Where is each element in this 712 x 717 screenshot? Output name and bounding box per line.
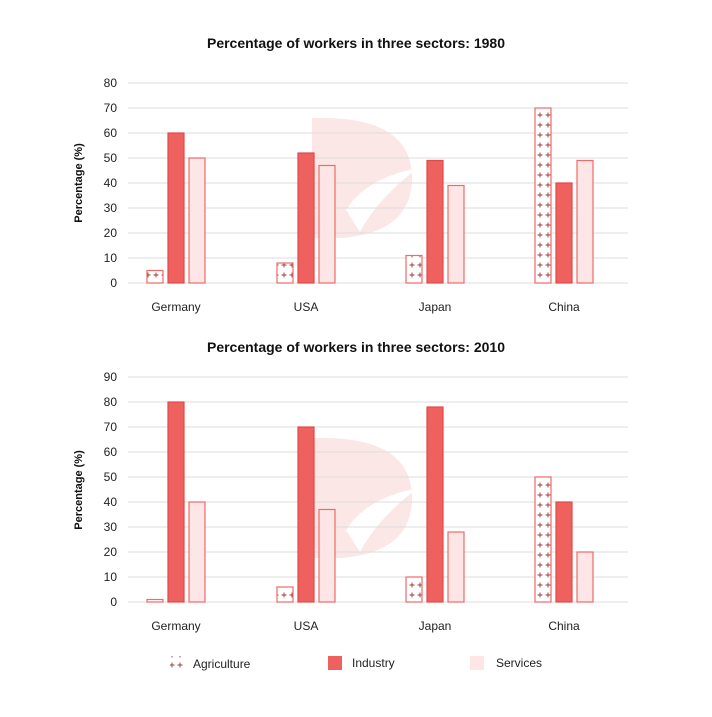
- bar-industry-china: [555, 501, 573, 603]
- chart-title-1980: Percentage of workers in three sectors: …: [207, 35, 505, 51]
- y-tick-label: 50: [104, 151, 118, 165]
- y-tick-label: 70: [104, 101, 118, 115]
- chart-title-2010: Percentage of workers in three sectors: …: [207, 339, 505, 355]
- y-tick-label: 0: [110, 595, 117, 609]
- watermark-logo-bottom: [312, 438, 418, 558]
- bar-services-japan: [447, 184, 465, 284]
- legend-swatch-agriculture: [170, 656, 184, 670]
- y-tick-label: 20: [104, 226, 118, 240]
- y-tick-label: 30: [104, 520, 118, 534]
- panel-2010: 0 10 20 30 40 50 60 70 80 90 Germany USA Japan China: [104, 370, 628, 633]
- bar-services-china: [576, 159, 594, 284]
- bar-agriculture-usa: [276, 586, 294, 603]
- y-tick-label: 10: [104, 570, 118, 584]
- bar-services-usa: [318, 508, 336, 603]
- bar-agriculture-germany: [146, 269, 164, 284]
- y-tick-label: 80: [104, 395, 118, 409]
- y-tick-label: 30: [104, 201, 118, 215]
- bar-agriculture-usa: [276, 262, 294, 284]
- panel-1980: 0 10 20 30 40 50 60 70 80 Germany USA Japan China: [104, 76, 628, 314]
- x-tick-label-germany: Germany: [151, 619, 200, 633]
- bar-industry-usa: [297, 426, 315, 603]
- bar-agriculture-japan: [405, 576, 423, 603]
- legend-swatch-services: [470, 656, 484, 670]
- y-tick-label: 50: [104, 470, 118, 484]
- legend-swatch-industry: [328, 656, 342, 670]
- y-tick-label: 10: [104, 251, 118, 265]
- bar-services-china: [576, 551, 594, 603]
- y-tick-label: 0: [110, 276, 117, 290]
- bar-services-germany: [188, 157, 206, 284]
- y-tick-label: 40: [104, 176, 118, 190]
- legend-label-industry: Industry: [352, 656, 395, 670]
- bar-agriculture-china: [534, 107, 552, 284]
- y-tick-label: 40: [104, 495, 118, 509]
- bar-agriculture-japan: [405, 254, 423, 284]
- bar-industry-japan: [426, 406, 444, 603]
- x-tick-label-japan: Japan: [419, 300, 452, 314]
- bar-industry-germany: [167, 132, 185, 284]
- y-tick-label: 80: [104, 76, 118, 90]
- x-tick-label-usa: USA: [294, 619, 319, 633]
- legend: Agriculture Industry Services: [170, 656, 542, 671]
- x-tick-label-germany: Germany: [151, 300, 200, 314]
- bar-agriculture-germany: [146, 598, 164, 603]
- bar-industry-japan: [426, 159, 444, 284]
- y-axis-label-2010: Percentage (%): [73, 450, 85, 530]
- bar-industry-china: [555, 182, 573, 284]
- y-tick-label: 70: [104, 420, 118, 434]
- y-axis-label-1980: Percentage (%): [73, 143, 85, 223]
- x-tick-label-china: China: [548, 300, 580, 314]
- bar-services-germany: [188, 501, 206, 603]
- y-tick-label: 20: [104, 545, 118, 559]
- bar-industry-germany: [167, 401, 185, 603]
- bar-industry-usa: [297, 152, 315, 284]
- y-tick-label: 90: [104, 370, 118, 384]
- bar-agriculture-china: [534, 476, 552, 603]
- y-tick-label: 60: [104, 126, 118, 140]
- x-tick-label-china: China: [548, 619, 580, 633]
- legend-label-services: Services: [496, 656, 542, 670]
- x-tick-label-usa: USA: [294, 300, 319, 314]
- bar-services-japan: [447, 531, 465, 603]
- y-tick-label: 60: [104, 445, 118, 459]
- bar-services-usa: [318, 164, 336, 284]
- x-tick-label-japan: Japan: [419, 619, 452, 633]
- legend-label-agriculture: Agriculture: [193, 657, 251, 671]
